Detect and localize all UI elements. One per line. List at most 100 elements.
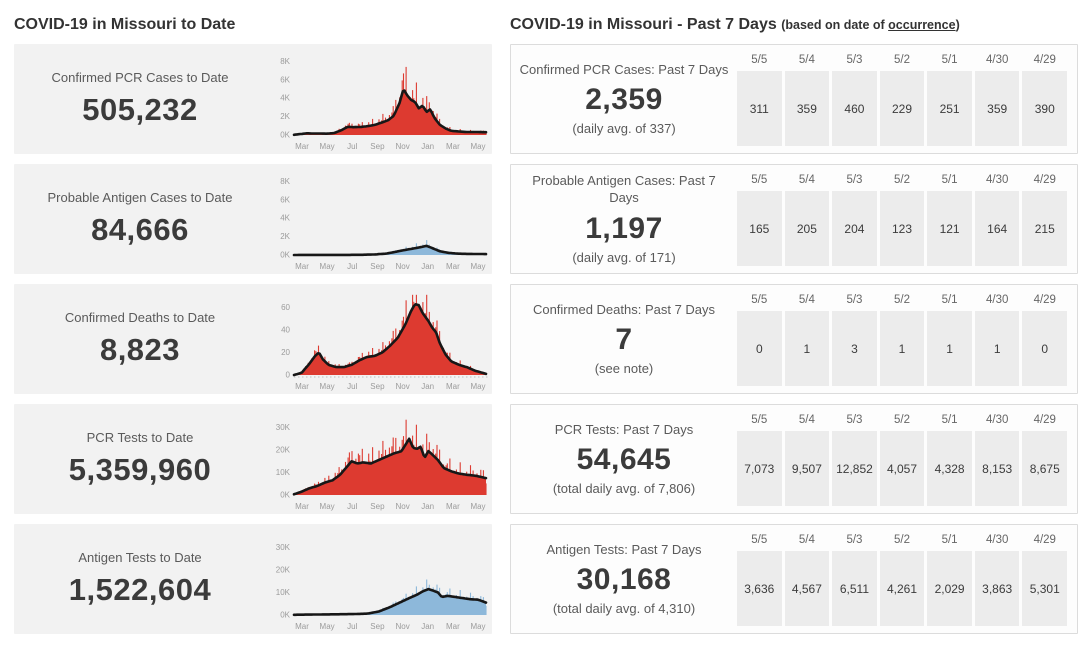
day-value-cell[interactable]: 390	[1022, 71, 1068, 146]
day-value-cell[interactable]: 1	[879, 311, 925, 386]
day-date-header: 5/5	[751, 414, 768, 426]
day-value-cell[interactable]: 1	[784, 311, 830, 386]
day-value-cell[interactable]: 9,507	[784, 431, 830, 506]
day-value-cell[interactable]: 3	[832, 311, 877, 386]
svg-text:May: May	[470, 142, 485, 151]
day-value-cell[interactable]: 164	[974, 191, 1020, 266]
trend-chart-probable-antigen-cases[interactable]: 8K 6K 4K 2K 0K Mar May Jul Sep Nov Jan Mar May	[266, 166, 492, 272]
stat-label: Antigen Tests: Past 7 Days	[546, 541, 702, 557]
day-value-cell[interactable]: 6,511	[832, 551, 877, 626]
stat-value: 54,645	[576, 443, 672, 477]
day-value-cell[interactable]: 311	[737, 71, 782, 146]
day-value-cell[interactable]: 5,301	[1022, 551, 1068, 626]
day-value-cell[interactable]: 7,073	[737, 431, 782, 506]
day-value-cell[interactable]: 8,153	[974, 431, 1020, 506]
stat-subtext: (see note)	[594, 361, 654, 377]
occurrence-link[interactable]: occurrence	[888, 18, 956, 32]
svg-text:May: May	[470, 382, 485, 391]
day-value-cell[interactable]: 1	[927, 311, 972, 386]
card-confirmed-pcr-cases-past-7-days: Confirmed PCR Cases: Past 7 Days 2,359 (…	[510, 44, 1078, 154]
svg-text:Mar: Mar	[295, 262, 309, 271]
svg-text:Jan: Jan	[421, 622, 434, 631]
day-column: 4/30 8,153	[974, 414, 1020, 506]
day-date-header: 5/2	[894, 294, 911, 306]
day-value-cell[interactable]: 3,863	[974, 551, 1020, 626]
day-value-cell[interactable]: 0	[737, 311, 782, 386]
day-column: 5/3 460	[832, 54, 877, 146]
stat-label: Confirmed Deaths: Past 7 Days	[532, 301, 716, 317]
day-value-cell[interactable]: 204	[832, 191, 877, 266]
svg-text:Mar: Mar	[446, 382, 460, 391]
svg-text:Mar: Mar	[295, 382, 309, 391]
day-value-cell[interactable]: 205	[784, 191, 830, 266]
svg-text:Nov: Nov	[395, 622, 409, 631]
day-value-cell[interactable]: 8,675	[1022, 431, 1068, 506]
day-date-header: 5/5	[751, 294, 768, 306]
day-column: 4/30 1	[974, 294, 1020, 386]
day-value-cell[interactable]: 4,567	[784, 551, 830, 626]
card-probable-antigen-cases-past-7-days: Probable Antigen Cases: Past 7 Days 1,19…	[510, 164, 1078, 274]
day-date-header: 5/1	[941, 174, 958, 186]
day-value-cell[interactable]: 3,636	[737, 551, 782, 626]
svg-text:Jan: Jan	[421, 262, 434, 271]
day-date-header: 4/29	[1033, 174, 1056, 186]
stat-label: Probable Antigen Cases: Past 7 Days	[532, 173, 716, 205]
stat-block: PCR Tests to Date 5,359,960	[14, 404, 266, 514]
day-column: 5/4 205	[784, 174, 830, 266]
svg-text:Jul: Jul	[347, 262, 357, 271]
day-column: 5/2 4,057	[879, 414, 925, 506]
day-column: 5/3 204	[832, 174, 877, 266]
day-date-header: 5/3	[846, 534, 863, 546]
svg-text:Jul: Jul	[347, 142, 357, 151]
daily-values-table: 5/5 165 5/4 205 5/3 204 5/2 123 5/1 121 4/30 164 4/2…	[737, 165, 1077, 273]
day-value-cell[interactable]: 165	[737, 191, 782, 266]
svg-text:0K: 0K	[280, 491, 290, 500]
svg-text:May: May	[320, 622, 335, 631]
day-value-cell[interactable]: 12,852	[832, 431, 877, 506]
right-panel-title: COVID-19 in Missouri - Past 7 Days (base…	[510, 8, 1078, 44]
day-value-cell[interactable]: 2,029	[927, 551, 972, 626]
day-column: 5/1 4,328	[927, 414, 972, 506]
day-date-header: 5/2	[894, 534, 911, 546]
day-value-cell[interactable]: 1	[974, 311, 1020, 386]
stat-label: Antigen Tests to Date	[78, 550, 202, 566]
svg-text:0K: 0K	[280, 251, 290, 260]
day-value-cell[interactable]: 215	[1022, 191, 1068, 266]
svg-text:8K: 8K	[280, 57, 290, 66]
stat-subtext: (total daily avg. of 7,806)	[552, 481, 696, 497]
day-column: 4/29 8,675	[1022, 414, 1068, 506]
day-value-cell[interactable]: 229	[879, 71, 925, 146]
stat-label: Confirmed PCR Cases: Past 7 Days	[519, 61, 729, 77]
day-column: 5/2 123	[879, 174, 925, 266]
svg-text:Sep: Sep	[370, 622, 385, 631]
svg-text:Mar: Mar	[295, 142, 309, 151]
day-column: 5/1 2,029	[927, 534, 972, 626]
trend-chart-antigen-tests[interactable]: 30K 20K 10K 0K Mar May Jul Sep Nov Jan Mar May	[266, 526, 492, 632]
trend-chart-confirmed-deaths[interactable]: 60 40 20 0 Mar May Jul Sep Nov Jan Mar May	[266, 286, 492, 392]
day-value-cell[interactable]: 123	[879, 191, 925, 266]
day-value-cell[interactable]: 4,261	[879, 551, 925, 626]
day-value-cell[interactable]: 460	[832, 71, 877, 146]
svg-text:Jan: Jan	[421, 142, 434, 151]
day-column: 5/2 4,261	[879, 534, 925, 626]
day-column: 4/29 5,301	[1022, 534, 1068, 626]
svg-text:Mar: Mar	[446, 502, 460, 511]
svg-text:40: 40	[281, 326, 290, 335]
day-date-header: 4/29	[1033, 54, 1056, 66]
trend-chart-confirmed-pcr-cases[interactable]: 8K 6K 4K 2K 0K Mar May Jul Sep Nov Jan Mar May	[266, 46, 492, 152]
day-value-cell[interactable]: 4,057	[879, 431, 925, 506]
daily-values-table: 5/5 311 5/4 359 5/3 460 5/2 229 5/1 251 4/30 359 4/2…	[737, 45, 1077, 153]
stat-value: 30,168	[576, 563, 672, 597]
day-value-cell[interactable]: 0	[1022, 311, 1068, 386]
stat-value: 505,232	[82, 91, 198, 127]
svg-text:May: May	[470, 622, 485, 631]
stat-subtext: (daily avg. of 337)	[572, 121, 676, 137]
day-date-header: 5/4	[798, 534, 815, 546]
trend-chart-pcr-tests[interactable]: 30K 20K 10K 0K Mar May Jul Sep Nov Jan Mar May	[266, 406, 492, 512]
day-value-cell[interactable]: 359	[784, 71, 830, 146]
day-value-cell[interactable]: 4,328	[927, 431, 972, 506]
day-column: 5/5 0	[737, 294, 782, 386]
day-value-cell[interactable]: 251	[927, 71, 972, 146]
day-value-cell[interactable]: 359	[974, 71, 1020, 146]
day-value-cell[interactable]: 121	[927, 191, 972, 266]
